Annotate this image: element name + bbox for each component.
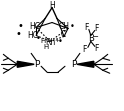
Text: CH: CH	[59, 22, 69, 31]
Text: F: F	[95, 44, 99, 53]
Text: H: H	[44, 44, 49, 50]
Text: F: F	[95, 24, 99, 33]
Text: P: P	[34, 60, 40, 69]
Text: •: •	[17, 21, 23, 31]
Text: −: −	[92, 34, 98, 40]
Text: HC: HC	[29, 22, 40, 31]
Text: F: F	[83, 45, 87, 54]
Text: +: +	[55, 38, 59, 43]
Text: B: B	[88, 34, 94, 43]
Text: •: •	[36, 34, 41, 43]
Text: •: •	[70, 22, 74, 31]
Text: H: H	[41, 38, 46, 44]
Text: P: P	[71, 60, 77, 69]
Text: F: F	[85, 23, 89, 32]
Text: •: •	[58, 37, 62, 46]
Text: H: H	[49, 1, 55, 10]
Text: •: •	[15, 29, 21, 39]
Text: C: C	[60, 30, 66, 39]
Text: Rh: Rh	[45, 38, 55, 47]
Polygon shape	[17, 61, 34, 67]
Polygon shape	[77, 61, 94, 67]
Text: HC: HC	[27, 31, 38, 40]
